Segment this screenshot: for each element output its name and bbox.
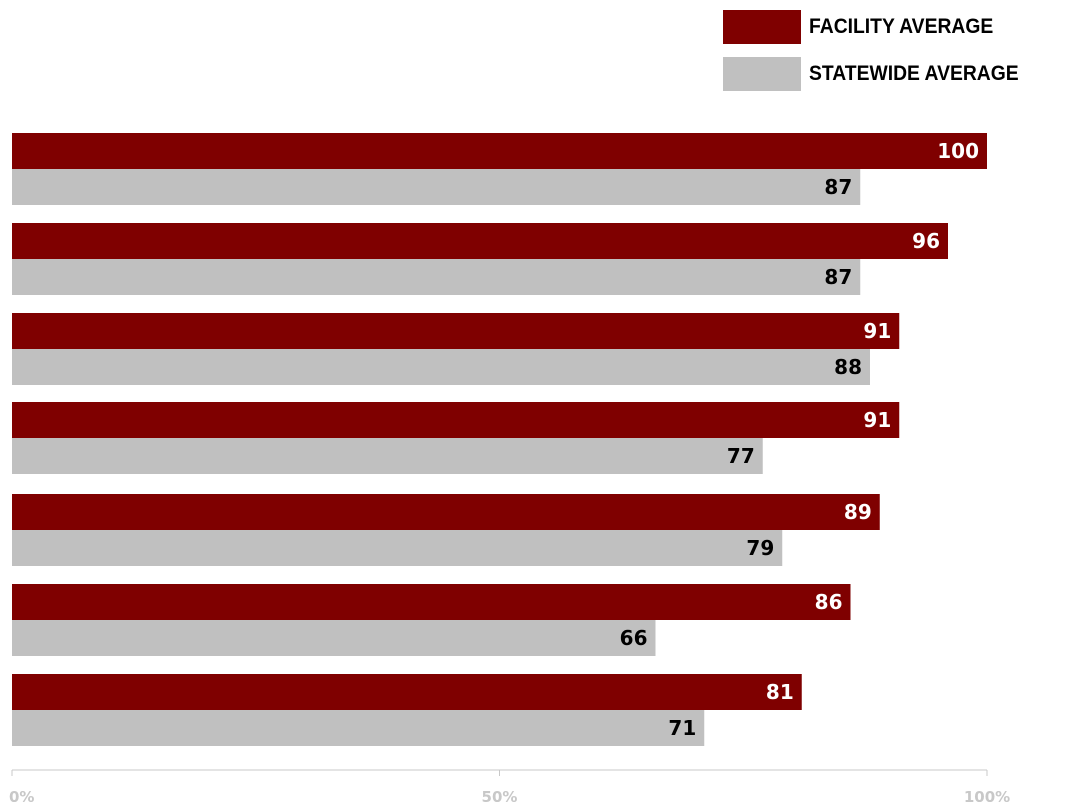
bar-label-facility: 89: [844, 500, 872, 524]
x-tick-label: 100%: [964, 788, 1010, 804]
bar-statewide: [12, 710, 705, 746]
legend-label-facility: FACILITY AVERAGE: [809, 15, 994, 38]
bar-label-statewide: 88: [834, 355, 862, 379]
bar-label-statewide: 87: [824, 175, 852, 199]
x-axis: 0% 50% 100%: [9, 769, 1010, 804]
bar-facility: [12, 674, 802, 710]
bar-facility: [12, 584, 851, 620]
bar-label-statewide: 79: [746, 536, 774, 560]
bar-label-facility: 91: [863, 408, 891, 432]
bar-facility: [12, 313, 900, 349]
bar-statewide: [12, 169, 861, 205]
x-tick-label: 50%: [482, 788, 518, 804]
bar-statewide: [12, 438, 763, 474]
bar-statewide: [12, 349, 870, 385]
bar-label-statewide: 77: [727, 444, 755, 468]
bar-label-facility: 81: [766, 680, 794, 704]
bar-statewide: [12, 620, 656, 656]
bar-facility: [12, 133, 987, 169]
bar-statewide: [12, 259, 861, 295]
bar-label-facility: 91: [863, 319, 891, 343]
bar-statewide: [12, 530, 783, 566]
bar-label-statewide: 71: [668, 716, 696, 740]
bar-label-facility: 100: [937, 139, 979, 163]
bar-label-facility: 86: [815, 590, 843, 614]
bar-label-facility: 96: [912, 229, 940, 253]
bar-facility: [12, 402, 900, 438]
legend-swatch-statewide: [723, 57, 801, 91]
legend-swatch-facility: [723, 10, 801, 44]
legend-label-statewide: STATEWIDE AVERAGE: [809, 62, 1019, 85]
bar-label-statewide: 66: [620, 626, 648, 650]
x-tick-label: 0%: [9, 788, 34, 804]
bar-label-statewide: 87: [824, 265, 852, 289]
bar-facility: [12, 223, 948, 259]
bar-facility: [12, 494, 880, 530]
